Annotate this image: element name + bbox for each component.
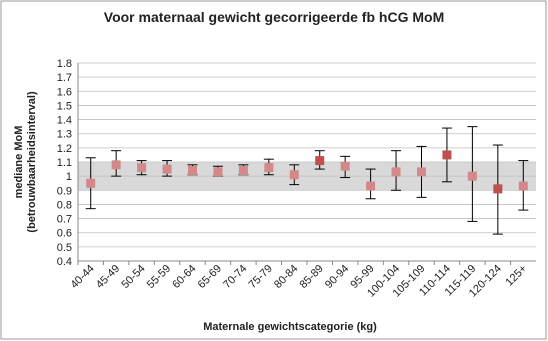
y-tick-label: 1 (66, 171, 72, 183)
point (238, 165, 248, 175)
y-tick-label: 1.7 (57, 72, 72, 84)
point (391, 167, 401, 177)
point (86, 178, 96, 188)
point (137, 163, 147, 173)
y-tick-label: 1.5 (57, 100, 72, 112)
y-tick-label: 0.8 (57, 199, 72, 211)
y-tick-label: 1.3 (57, 129, 72, 141)
y-tick-label: 1.6 (57, 86, 72, 98)
y-tick-label: 0.9 (57, 185, 72, 197)
y-tick-label: 1.4 (57, 115, 72, 127)
point (442, 150, 452, 160)
point (518, 181, 528, 191)
y-tick-label: 0.7 (57, 214, 72, 226)
point (366, 181, 376, 191)
y-axis-label: (betrouwbaarheidsinterval) (26, 91, 38, 233)
point (315, 156, 325, 166)
x-axis-label: Maternale gewichtscategorie (kg) (203, 321, 377, 333)
point (188, 165, 197, 175)
y-tick-label: 0.6 (57, 228, 72, 240)
point (162, 164, 172, 174)
point (213, 167, 223, 177)
point (111, 160, 121, 170)
y-tick-label: 1.8 (57, 58, 72, 70)
point (340, 161, 350, 171)
y-tick-label: 0.5 (57, 242, 72, 254)
y-axis-label: mediane MoM (13, 126, 25, 199)
point (289, 170, 299, 180)
chart-title: Voor maternaal gewicht gecorrigeerde fb … (104, 9, 444, 25)
y-tick-label: 1.1 (57, 157, 72, 169)
point (264, 163, 274, 173)
y-tick-label: 1.2 (57, 143, 72, 155)
point (417, 167, 426, 177)
point (467, 171, 477, 181)
point (493, 184, 503, 194)
y-tick-label: 0.4 (57, 256, 72, 268)
